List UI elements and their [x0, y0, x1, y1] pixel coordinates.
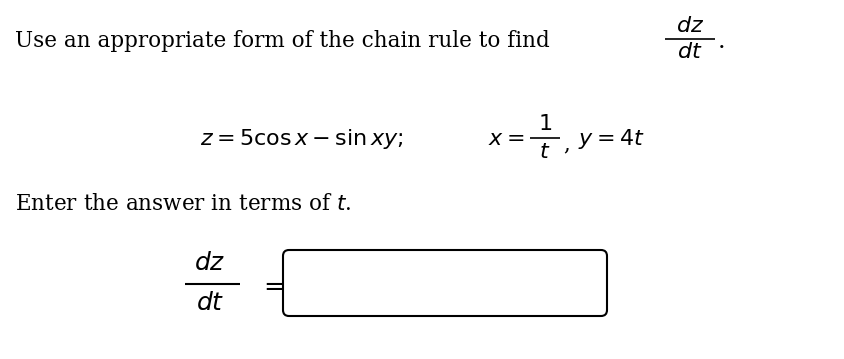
- Text: $y = 4t$: $y = 4t$: [578, 127, 645, 151]
- Text: Enter the answer in terms of $t$.: Enter the answer in terms of $t$.: [15, 193, 351, 215]
- Text: .: .: [718, 31, 726, 53]
- Text: $dz$: $dz$: [194, 252, 225, 275]
- Text: $x =$: $x =$: [488, 128, 524, 150]
- Text: $=$: $=$: [258, 272, 284, 298]
- Text: ,: ,: [563, 133, 570, 155]
- Text: $1$: $1$: [538, 113, 552, 135]
- Text: Use an appropriate form of the chain rule to find: Use an appropriate form of the chain rul…: [15, 30, 549, 52]
- Text: $z = 5\cos x - \sin xy;$: $z = 5\cos x - \sin xy;$: [200, 127, 403, 151]
- Text: $dt$: $dt$: [677, 41, 703, 63]
- Text: $dz$: $dz$: [676, 15, 704, 37]
- Text: $dt$: $dt$: [196, 293, 225, 316]
- Text: $t$: $t$: [539, 141, 550, 163]
- FancyBboxPatch shape: [283, 250, 607, 316]
